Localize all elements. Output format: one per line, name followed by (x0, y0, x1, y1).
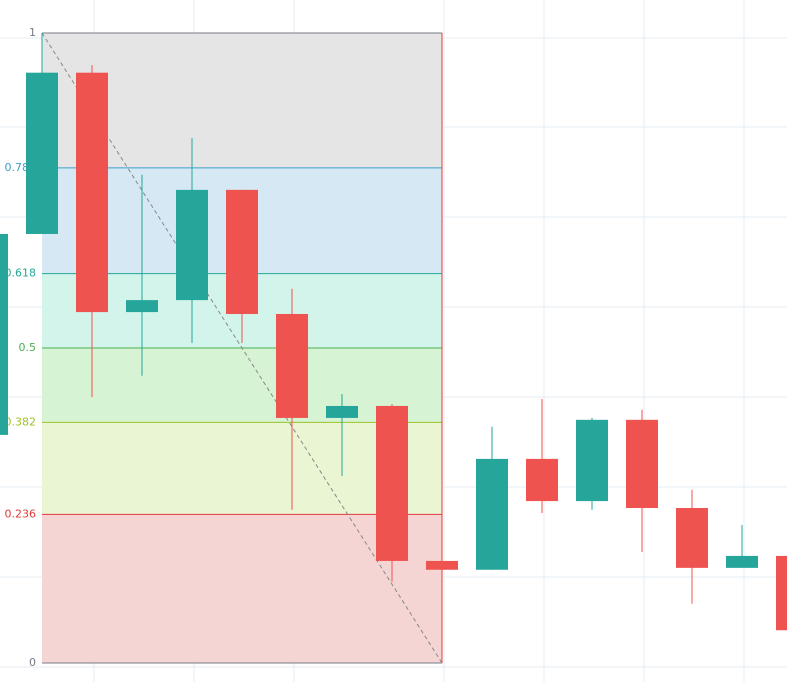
candle-body (76, 72, 108, 313)
fib-zone (42, 33, 442, 168)
fib-label: 0.382 (5, 415, 37, 428)
candle-body (426, 560, 458, 570)
candle-body (776, 555, 787, 631)
candle-body (676, 508, 708, 568)
fib-zone (42, 348, 442, 423)
fib-label: 0.236 (5, 507, 37, 520)
candle-body (126, 300, 158, 313)
fib-label: 1 (29, 26, 36, 39)
fib-label: 0.618 (5, 267, 37, 280)
fib-label: 0.5 (19, 341, 37, 354)
candle-body (226, 189, 258, 314)
candle-body (26, 72, 58, 234)
fib-zone (42, 422, 442, 515)
fib-trend (41, 32, 443, 664)
candle-body (276, 313, 308, 418)
candle-body (476, 458, 508, 570)
candle-body (176, 189, 208, 301)
candle-body (326, 405, 358, 418)
candle-body (526, 458, 558, 502)
fib-label: 0 (29, 656, 36, 669)
candle-body (726, 555, 758, 568)
candle-body (576, 419, 608, 502)
candle-body (626, 419, 658, 509)
candle-body (376, 405, 408, 561)
candle-body (0, 233, 8, 435)
fib-zone (42, 514, 442, 663)
